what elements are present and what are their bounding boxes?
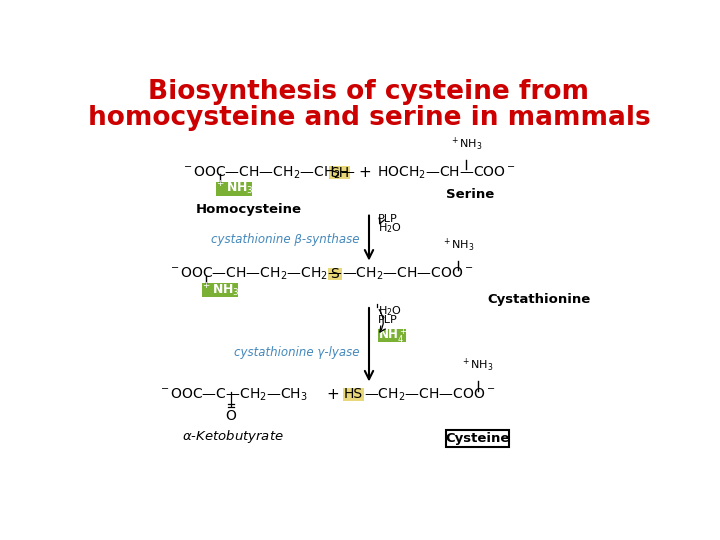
Text: O: O bbox=[225, 409, 236, 423]
Bar bbox=[202, 284, 238, 298]
Text: Homocysteine: Homocysteine bbox=[196, 204, 302, 217]
Bar bbox=[343, 388, 364, 401]
Bar bbox=[446, 430, 509, 447]
Text: $^+$NH$_3$: $^+$NH$_3$ bbox=[442, 237, 474, 254]
Text: $^+$NH$_3$: $^+$NH$_3$ bbox=[201, 282, 240, 299]
Text: $^+$NH$_3$: $^+$NH$_3$ bbox=[462, 357, 494, 374]
Text: Cysteine: Cysteine bbox=[445, 432, 510, 445]
Text: +: + bbox=[326, 387, 339, 402]
Text: PLP: PLP bbox=[378, 315, 398, 325]
Text: NH$_4^+$: NH$_4^+$ bbox=[378, 326, 407, 345]
Text: S: S bbox=[330, 267, 339, 281]
Text: —CH$_2$—CH—COO$^-$: —CH$_2$—CH—COO$^-$ bbox=[342, 266, 473, 282]
Text: $^-$OOC—CH—CH$_2$—CH$_2$—: $^-$OOC—CH—CH$_2$—CH$_2$— bbox=[168, 266, 342, 282]
Text: SH: SH bbox=[330, 166, 349, 180]
Text: $^+$NH$_3$: $^+$NH$_3$ bbox=[449, 136, 482, 153]
Text: $^-$OOC—CH—CH$_2$—CH$_2$—: $^-$OOC—CH—CH$_2$—CH$_2$— bbox=[181, 164, 356, 181]
Bar bbox=[329, 166, 351, 179]
Text: —CH$_2$—CH—COO$^-$: —CH$_2$—CH—COO$^-$ bbox=[364, 386, 495, 402]
Text: homocysteine and serine in mammals: homocysteine and serine in mammals bbox=[88, 105, 650, 131]
Bar bbox=[216, 182, 252, 195]
Bar bbox=[328, 268, 342, 280]
Text: Cystathionine: Cystathionine bbox=[488, 294, 591, 307]
Text: Biosynthesis of cysteine from: Biosynthesis of cysteine from bbox=[148, 79, 590, 105]
Text: cystathionine γ-lyase: cystathionine γ-lyase bbox=[234, 346, 360, 359]
Bar bbox=[378, 329, 406, 342]
Text: $^-$OOC—C—CH$_2$—CH$_3$: $^-$OOC—C—CH$_2$—CH$_3$ bbox=[158, 386, 308, 402]
Text: HOCH$_2$—CH—COO$^-$: HOCH$_2$—CH—COO$^-$ bbox=[377, 164, 516, 181]
Text: PLP: PLP bbox=[378, 214, 398, 224]
Text: HS: HS bbox=[344, 387, 363, 401]
Text: H$_2$O: H$_2$O bbox=[378, 221, 402, 235]
Text: $^+$NH$_3$: $^+$NH$_3$ bbox=[215, 180, 253, 198]
Text: $\alpha$-Ketobutyrate: $\alpha$-Ketobutyrate bbox=[182, 428, 284, 446]
Text: Serine: Serine bbox=[446, 188, 494, 201]
Text: +: + bbox=[358, 165, 371, 180]
Text: H$_2$O: H$_2$O bbox=[378, 305, 402, 318]
Text: cystathionine β-synthase: cystathionine β-synthase bbox=[211, 233, 360, 246]
